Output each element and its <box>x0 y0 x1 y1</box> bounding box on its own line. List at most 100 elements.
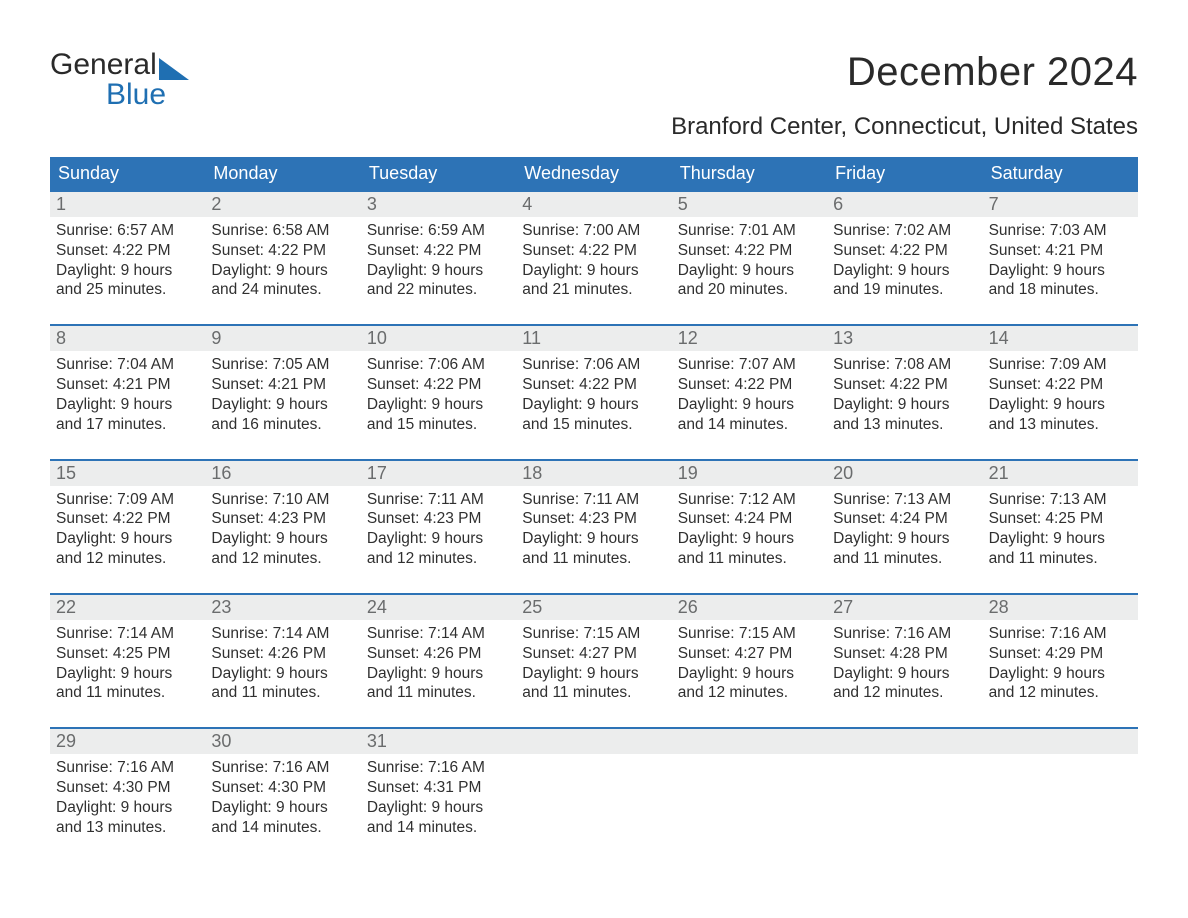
sunset-text: Sunset: 4:22 PM <box>833 241 976 261</box>
day-number: 4 <box>516 192 671 217</box>
sunrise-text: Sunrise: 7:06 AM <box>367 355 510 375</box>
day-number: 9 <box>205 326 360 351</box>
daynum-row: 891011121314 <box>50 326 1138 351</box>
day-cell: Sunrise: 7:13 AMSunset: 4:25 PMDaylight:… <box>983 486 1138 575</box>
day-number: 23 <box>205 595 360 620</box>
sunset-text: Sunset: 4:24 PM <box>678 509 821 529</box>
daylight-line-2: and 13 minutes. <box>989 415 1132 435</box>
sunset-text: Sunset: 4:28 PM <box>833 644 976 664</box>
sunrise-text: Sunrise: 7:16 AM <box>367 758 510 778</box>
daylight-line-1: Daylight: 9 hours <box>56 798 199 818</box>
sunset-text: Sunset: 4:25 PM <box>56 644 199 664</box>
daylight-line-2: and 12 minutes. <box>211 549 354 569</box>
daylight-line-1: Daylight: 9 hours <box>367 798 510 818</box>
daylight-line-2: and 11 minutes. <box>522 549 665 569</box>
sunset-text: Sunset: 4:22 PM <box>522 241 665 261</box>
day-cell: Sunrise: 7:05 AMSunset: 4:21 PMDaylight:… <box>205 351 360 440</box>
day-header-fri: Friday <box>827 157 982 190</box>
month-title: December 2024 <box>671 50 1138 95</box>
day-number: 10 <box>361 326 516 351</box>
daylight-line-2: and 24 minutes. <box>211 280 354 300</box>
day-number: 1 <box>50 192 205 217</box>
sunset-text: Sunset: 4:22 PM <box>989 375 1132 395</box>
sunrise-text: Sunrise: 7:04 AM <box>56 355 199 375</box>
daylight-line-2: and 14 minutes. <box>367 818 510 838</box>
daynum-row: 15161718192021 <box>50 461 1138 486</box>
sunrise-text: Sunrise: 7:14 AM <box>367 624 510 644</box>
sunset-text: Sunset: 4:27 PM <box>522 644 665 664</box>
daylight-line-1: Daylight: 9 hours <box>833 395 976 415</box>
day-header-sat: Saturday <box>983 157 1138 190</box>
daylight-line-2: and 15 minutes. <box>522 415 665 435</box>
day-number: 15 <box>50 461 205 486</box>
day-number: 2 <box>205 192 360 217</box>
week-row: 293031Sunrise: 7:16 AMSunset: 4:30 PMDay… <box>50 727 1138 843</box>
day-cell: Sunrise: 7:11 AMSunset: 4:23 PMDaylight:… <box>361 486 516 575</box>
day-cell: Sunrise: 7:13 AMSunset: 4:24 PMDaylight:… <box>827 486 982 575</box>
day-number: 25 <box>516 595 671 620</box>
day-cell: Sunrise: 7:10 AMSunset: 4:23 PMDaylight:… <box>205 486 360 575</box>
sunrise-text: Sunrise: 7:05 AM <box>211 355 354 375</box>
day-header-thu: Thursday <box>672 157 827 190</box>
day-cell: Sunrise: 7:08 AMSunset: 4:22 PMDaylight:… <box>827 351 982 440</box>
day-number: 16 <box>205 461 360 486</box>
day-number: 12 <box>672 326 827 351</box>
day-number: 28 <box>983 595 1138 620</box>
sunset-text: Sunset: 4:24 PM <box>833 509 976 529</box>
daylight-line-1: Daylight: 9 hours <box>678 529 821 549</box>
day-number: 24 <box>361 595 516 620</box>
daylight-line-2: and 12 minutes. <box>989 683 1132 703</box>
sunrise-text: Sunrise: 7:14 AM <box>56 624 199 644</box>
daylight-line-1: Daylight: 9 hours <box>211 261 354 281</box>
sunrise-text: Sunrise: 6:59 AM <box>367 221 510 241</box>
day-cell: Sunrise: 7:11 AMSunset: 4:23 PMDaylight:… <box>516 486 671 575</box>
daylight-line-1: Daylight: 9 hours <box>56 261 199 281</box>
daylight-line-2: and 19 minutes. <box>833 280 976 300</box>
day-number: 22 <box>50 595 205 620</box>
day-cell: Sunrise: 7:09 AMSunset: 4:22 PMDaylight:… <box>50 486 205 575</box>
daylight-line-1: Daylight: 9 hours <box>211 529 354 549</box>
sunrise-text: Sunrise: 6:57 AM <box>56 221 199 241</box>
daylight-line-1: Daylight: 9 hours <box>989 664 1132 684</box>
daylight-line-2: and 11 minutes. <box>522 683 665 703</box>
sunrise-text: Sunrise: 7:03 AM <box>989 221 1132 241</box>
daylight-line-1: Daylight: 9 hours <box>56 529 199 549</box>
day-number <box>672 729 827 754</box>
day-cell: Sunrise: 7:15 AMSunset: 4:27 PMDaylight:… <box>672 620 827 709</box>
sunrise-text: Sunrise: 7:15 AM <box>678 624 821 644</box>
daynum-row: 1234567 <box>50 192 1138 217</box>
sunrise-text: Sunrise: 7:06 AM <box>522 355 665 375</box>
daylight-line-1: Daylight: 9 hours <box>989 395 1132 415</box>
day-cell: Sunrise: 7:03 AMSunset: 4:21 PMDaylight:… <box>983 217 1138 306</box>
sunrise-text: Sunrise: 7:07 AM <box>678 355 821 375</box>
daylight-line-1: Daylight: 9 hours <box>522 395 665 415</box>
daylight-line-1: Daylight: 9 hours <box>678 395 821 415</box>
sunset-text: Sunset: 4:26 PM <box>367 644 510 664</box>
sunrise-text: Sunrise: 7:01 AM <box>678 221 821 241</box>
sunset-text: Sunset: 4:22 PM <box>367 241 510 261</box>
sunset-text: Sunset: 4:26 PM <box>211 644 354 664</box>
daylight-line-1: Daylight: 9 hours <box>989 529 1132 549</box>
daylight-line-2: and 12 minutes. <box>833 683 976 703</box>
sunrise-text: Sunrise: 6:58 AM <box>211 221 354 241</box>
day-number: 21 <box>983 461 1138 486</box>
sunrise-text: Sunrise: 7:15 AM <box>522 624 665 644</box>
week-row: 1234567Sunrise: 6:57 AMSunset: 4:22 PMDa… <box>50 190 1138 306</box>
daylight-line-1: Daylight: 9 hours <box>678 664 821 684</box>
sunrise-text: Sunrise: 7:16 AM <box>833 624 976 644</box>
daylight-line-1: Daylight: 9 hours <box>367 261 510 281</box>
day-cell: Sunrise: 6:58 AMSunset: 4:22 PMDaylight:… <box>205 217 360 306</box>
daylight-line-1: Daylight: 9 hours <box>367 664 510 684</box>
day-cell <box>672 754 827 843</box>
sunrise-text: Sunrise: 7:08 AM <box>833 355 976 375</box>
sunrise-text: Sunrise: 7:14 AM <box>211 624 354 644</box>
day-number: 27 <box>827 595 982 620</box>
daylight-line-1: Daylight: 9 hours <box>833 664 976 684</box>
day-cell: Sunrise: 7:02 AMSunset: 4:22 PMDaylight:… <box>827 217 982 306</box>
day-number <box>516 729 671 754</box>
daylight-line-2: and 11 minutes. <box>833 549 976 569</box>
sunrise-text: Sunrise: 7:09 AM <box>989 355 1132 375</box>
day-cell: Sunrise: 7:04 AMSunset: 4:21 PMDaylight:… <box>50 351 205 440</box>
daylight-line-1: Daylight: 9 hours <box>211 664 354 684</box>
sunrise-text: Sunrise: 7:12 AM <box>678 490 821 510</box>
